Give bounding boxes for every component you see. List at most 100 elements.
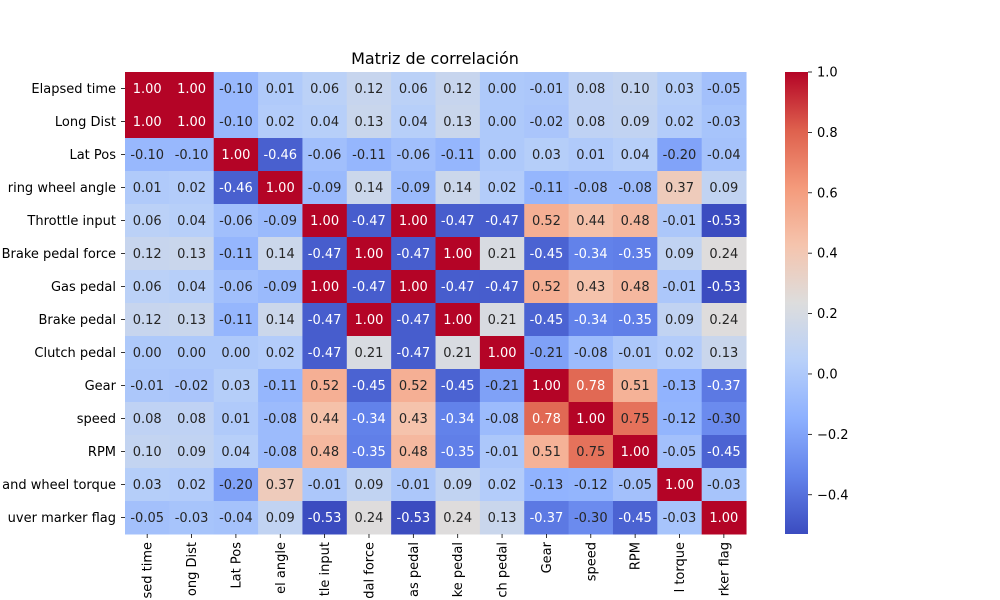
column-label: l torque <box>673 542 688 592</box>
heatmap-cell <box>169 303 215 337</box>
cell-value-label: -0.45 <box>352 379 386 394</box>
row-label: RPM <box>88 445 116 460</box>
cell-value-label: -0.47 <box>485 280 519 295</box>
cell-value-label: -0.10 <box>175 148 209 163</box>
cell-value-label: 0.12 <box>443 82 472 97</box>
heatmap-cell <box>258 402 303 436</box>
heatmap-cell <box>612 138 658 172</box>
cell-value-label: -0.37 <box>707 379 741 394</box>
heatmap-cell <box>169 468 215 502</box>
heatmap-cell <box>391 237 437 271</box>
cell-value-label: 1.00 <box>399 280 428 295</box>
cell-value-label: 1.00 <box>621 445 650 460</box>
cell-value-label: 1.00 <box>133 82 162 97</box>
heatmap-cell <box>213 501 259 535</box>
column-label: ke pedal <box>451 542 466 597</box>
cell-value-label: 0.09 <box>709 181 738 196</box>
heatmap-cell <box>213 72 259 106</box>
cell-value-label: -0.47 <box>308 313 342 328</box>
colorbar-tick-label: −0.4 <box>817 488 849 503</box>
cell-value-label: -0.01 <box>663 280 697 295</box>
cell-value-label: 0.75 <box>621 412 650 427</box>
cell-value-label: 0.14 <box>355 181 384 196</box>
cell-value-label: -0.47 <box>352 214 386 229</box>
heatmap-cell <box>346 171 392 205</box>
heatmap-cell <box>391 72 437 106</box>
cell-value-label: -0.01 <box>308 478 342 493</box>
heatmap-cell <box>213 237 259 271</box>
heatmap-cell <box>479 402 525 436</box>
column-label: sed time <box>141 542 156 599</box>
heatmap-cell <box>524 402 570 436</box>
heatmap-cell <box>346 336 392 370</box>
cell-value-label: 0.03 <box>665 82 694 97</box>
cell-value-label: 0.13 <box>709 346 738 361</box>
cell-value-label: -0.35 <box>441 445 475 460</box>
heatmap-cell <box>701 270 747 304</box>
cell-value-label: -0.53 <box>397 511 431 526</box>
cell-value-label: -0.45 <box>618 511 652 526</box>
heatmap-cell <box>258 369 303 403</box>
cell-value-label: -0.12 <box>663 412 697 427</box>
heatmap-cell <box>524 303 570 337</box>
cell-value-label: -0.46 <box>263 148 297 163</box>
heatmap-cell <box>568 369 614 403</box>
cell-value-label: -0.06 <box>219 280 253 295</box>
cell-value-label: -0.47 <box>441 214 475 229</box>
heatmap-cell <box>479 171 525 205</box>
cell-value-label: 0.03 <box>532 148 561 163</box>
cell-value-label: -0.02 <box>175 379 209 394</box>
heatmap-cell <box>125 336 170 370</box>
heatmap-cell <box>524 72 570 106</box>
heatmap-cell <box>346 204 392 238</box>
heatmap-cell <box>258 72 303 106</box>
heatmap-cell <box>213 171 259 205</box>
heatmap-cell <box>657 369 703 403</box>
cell-value-label: -0.10 <box>130 148 164 163</box>
cell-value-label: 0.00 <box>221 346 250 361</box>
colorbar-gradient <box>785 72 808 534</box>
heatmap-cell <box>125 303 170 337</box>
cell-value-label: 0.12 <box>355 82 384 97</box>
column-label: speed <box>584 542 599 581</box>
heatmap-cell <box>612 402 658 436</box>
column-label: Lat Pos <box>229 542 244 589</box>
cell-value-label: -0.05 <box>663 445 697 460</box>
cell-value-label: -0.11 <box>530 181 564 196</box>
heatmap-cell <box>701 369 747 403</box>
heatmap-cell <box>612 468 658 502</box>
cell-value-label: 0.43 <box>399 412 428 427</box>
cell-value-label: 0.21 <box>488 313 517 328</box>
cell-value-label: 0.48 <box>399 445 428 460</box>
heatmap-cell <box>346 468 392 502</box>
cell-value-label: 0.03 <box>221 379 250 394</box>
heatmap-cell <box>435 303 481 337</box>
cell-value-label: 0.52 <box>532 214 561 229</box>
heatmap-cell <box>524 435 570 469</box>
heatmap-cell <box>435 336 481 370</box>
heatmap-cell <box>258 303 303 337</box>
heatmap-cell <box>258 204 303 238</box>
cell-value-label: 1.00 <box>133 115 162 130</box>
cell-value-label: -0.03 <box>663 511 697 526</box>
heatmap-cell <box>479 303 525 337</box>
cell-value-label: -0.47 <box>352 280 386 295</box>
colorbar: −0.4 −0.2 0.0 0.2 0.4 0.6 0.8 1.0 <box>785 66 849 534</box>
cell-value-label: 0.06 <box>133 214 162 229</box>
heatmap-cell <box>479 336 525 370</box>
cell-value-label: -0.01 <box>530 82 564 97</box>
heatmap-cell <box>125 468 170 502</box>
cell-value-label: 0.00 <box>488 115 517 130</box>
cell-value-label: 0.21 <box>355 346 384 361</box>
cell-value-label: 0.04 <box>221 445 250 460</box>
heatmap-cell <box>524 468 570 502</box>
cell-value-label: 0.13 <box>177 247 206 262</box>
cell-value-label: -0.09 <box>263 280 297 295</box>
cell-value-label: 0.09 <box>665 313 694 328</box>
cell-value-label: 0.00 <box>177 346 206 361</box>
heatmap-cell <box>302 270 348 304</box>
cell-value-label: -0.05 <box>130 511 164 526</box>
heatmap-cell <box>346 270 392 304</box>
heatmap-cell <box>125 138 170 172</box>
